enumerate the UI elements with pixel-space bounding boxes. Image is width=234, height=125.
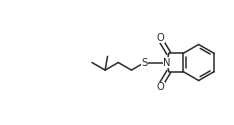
Text: O: O [156,82,164,92]
Text: N: N [163,58,171,68]
Text: O: O [156,33,164,43]
Text: S: S [141,58,148,68]
